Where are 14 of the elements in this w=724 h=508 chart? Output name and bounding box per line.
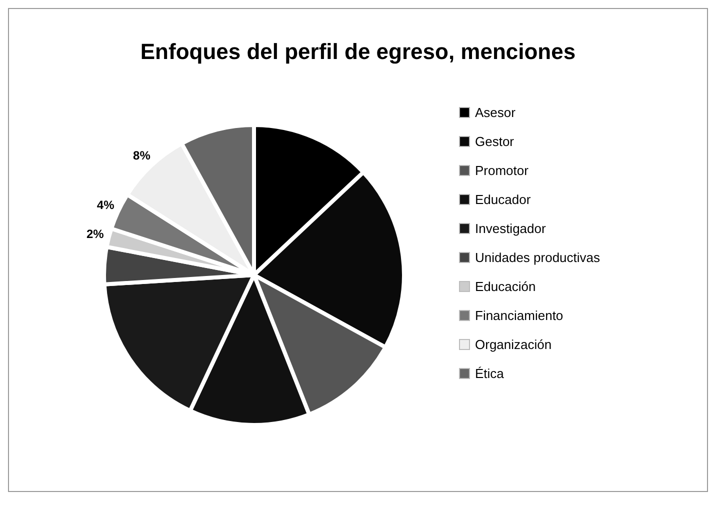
legend-label: Organización bbox=[475, 337, 552, 352]
legend-label: Financiamiento bbox=[475, 308, 564, 323]
data-label: 4% bbox=[96, 198, 115, 212]
chart-title: Enfoques del perfil de egreso, menciones bbox=[139, 39, 577, 65]
legend-label: Educador bbox=[475, 192, 531, 207]
legend-label: Asesor bbox=[475, 105, 516, 120]
data-label: 8% bbox=[133, 148, 151, 162]
legend-label: Gestor bbox=[475, 134, 514, 149]
legend-label: Educación bbox=[475, 279, 536, 294]
legend-label: Investigador bbox=[475, 221, 546, 236]
data-label: 2% bbox=[86, 227, 104, 242]
legend-label: Ética bbox=[475, 366, 504, 381]
legend-label: Unidades productivas bbox=[475, 250, 600, 265]
legend-label: Promotor bbox=[475, 163, 528, 178]
